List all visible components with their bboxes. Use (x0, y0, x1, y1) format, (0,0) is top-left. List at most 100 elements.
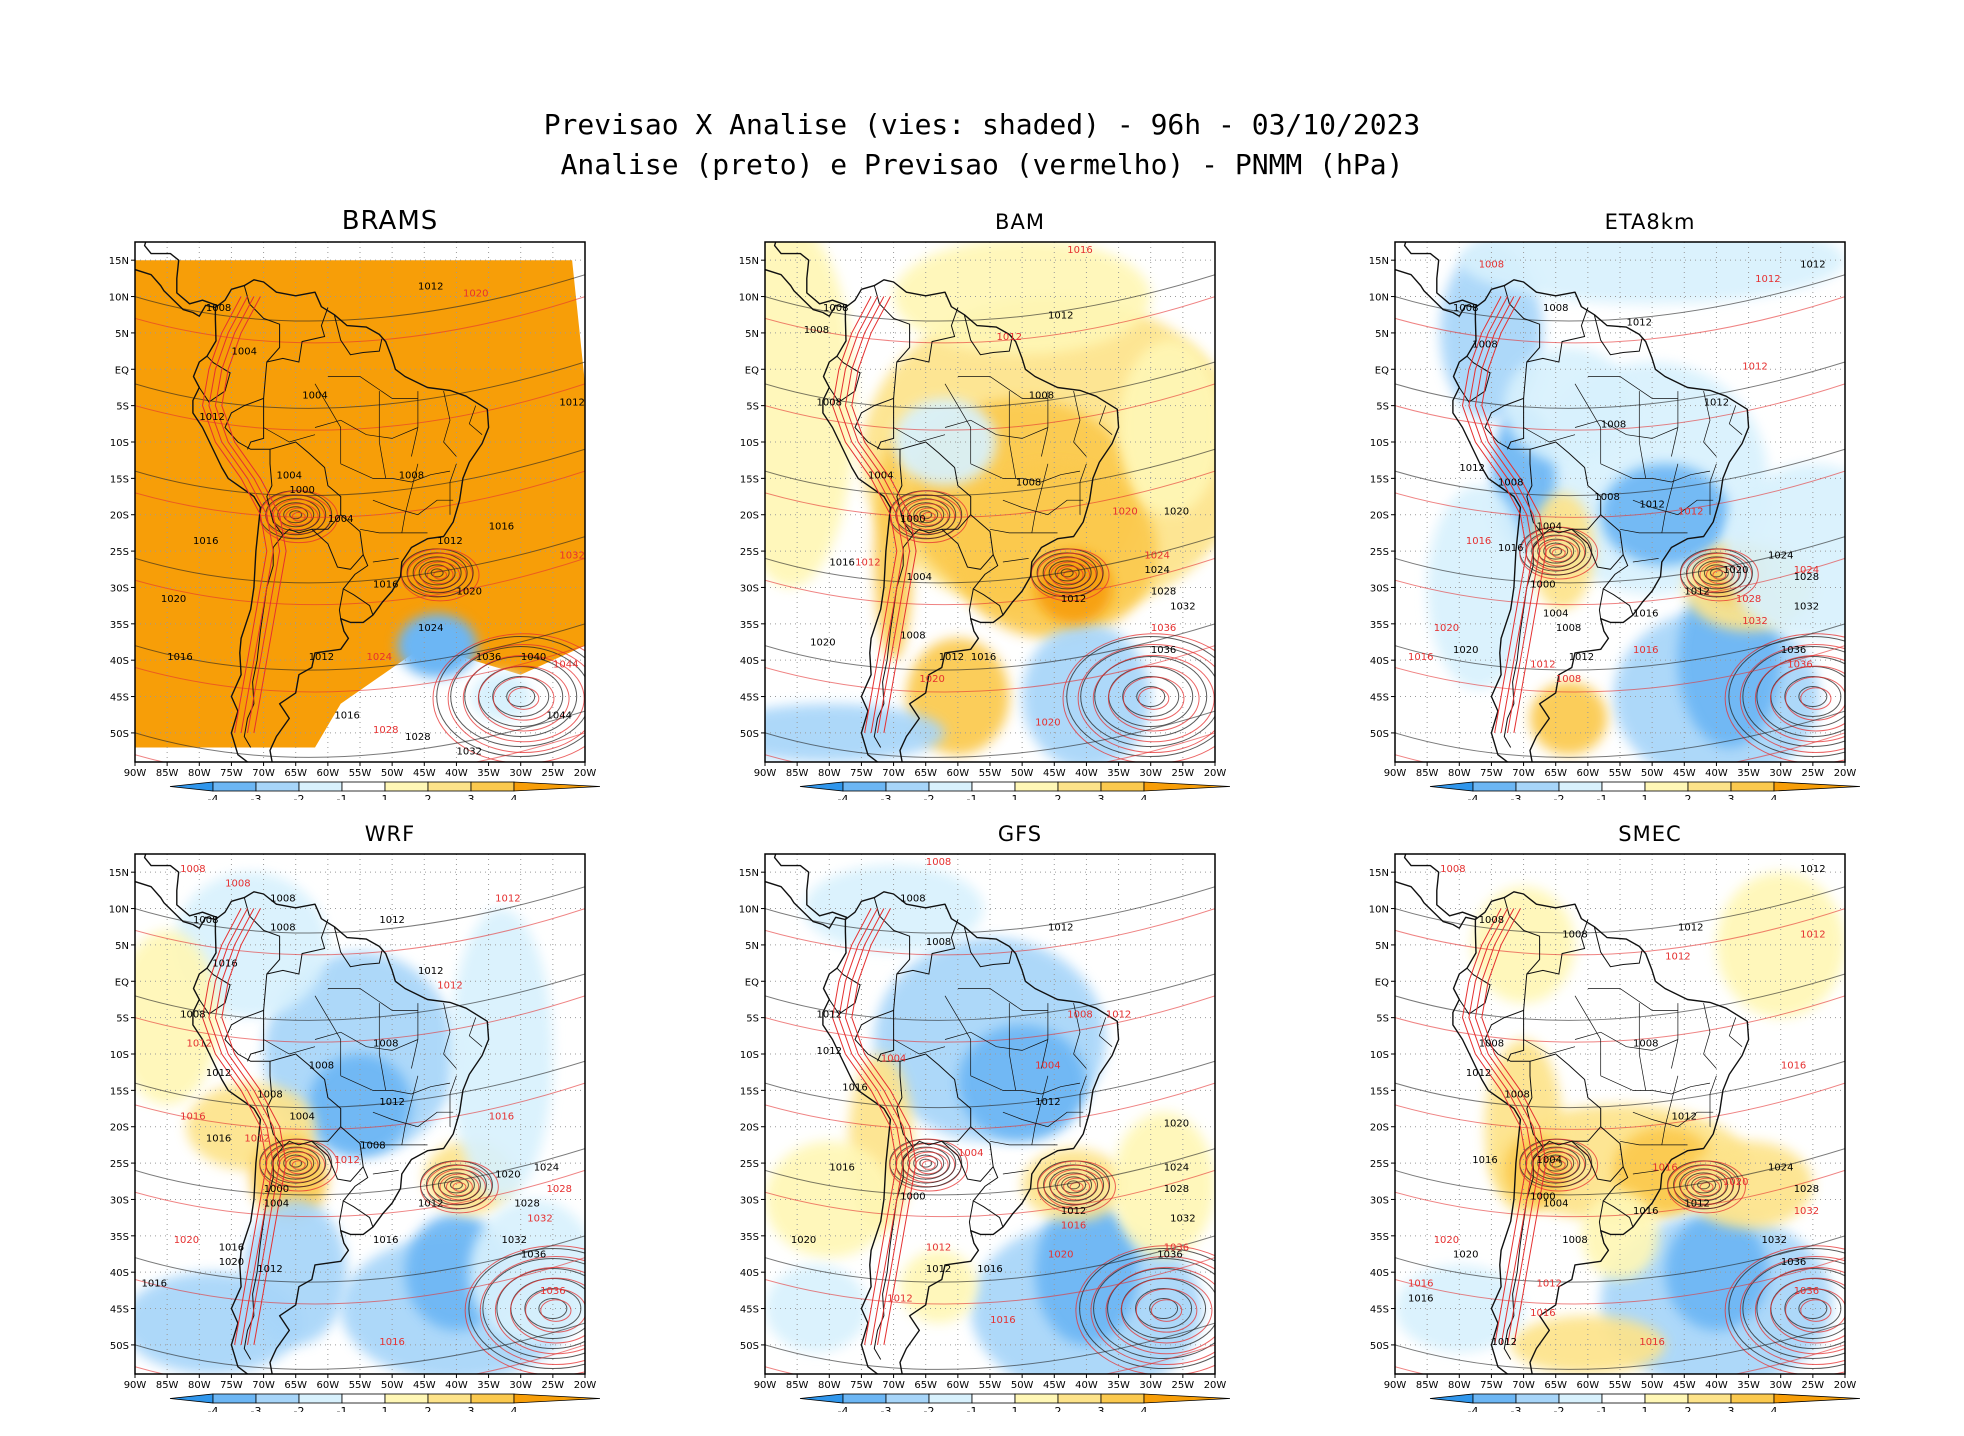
isobar-label: 1016 (212, 959, 237, 970)
isobar-label: 1008 (1016, 478, 1041, 489)
state-border (1031, 463, 1049, 533)
colorbar-swatch (1730, 781, 1775, 792)
lon-tick-label: 45W (1673, 1380, 1696, 1391)
bias-blob (1530, 682, 1608, 755)
analysis-isobar (1395, 274, 1845, 322)
colorbar-label: -2 (924, 793, 935, 800)
lat-tick-label: 15S (110, 474, 129, 485)
isobar-labels: 1016 1008 1008 1012 1012 1008 1008 1004 1000 1008… (804, 245, 1196, 729)
colorbar-swatch (842, 1393, 887, 1404)
forecast-isobar (426, 565, 454, 585)
borders (198, 897, 483, 1360)
forecast-isobar (1712, 570, 1727, 580)
country-border (877, 1010, 895, 1062)
lon-tick-label: 30W (1139, 1380, 1162, 1391)
forecast-isobar (831, 908, 898, 1345)
state-border (1574, 995, 1602, 1076)
isobar-label: 1012 (379, 1097, 404, 1108)
state-border (1619, 1140, 1688, 1146)
isobar-label: 1016 (167, 652, 192, 663)
forecast-isobar (1724, 633, 1845, 762)
lat-tick-label: 10S (1370, 1050, 1389, 1061)
forecast-isobar (1519, 526, 1599, 580)
analysis-isobar (1395, 536, 1845, 584)
isobar-label: 1012 (1035, 1097, 1060, 1108)
country-border (1507, 1010, 1525, 1062)
isobar-label: 1028 (1794, 572, 1819, 583)
analysis-isobar (135, 1322, 585, 1370)
lon-tick-label: 60W (1577, 1380, 1600, 1391)
analysis-isobar (1549, 1158, 1563, 1168)
isobar-label: 1020 (1453, 1250, 1478, 1261)
analysis-isobar (135, 536, 585, 584)
forecast-isobar (1075, 1245, 1215, 1374)
colorbar-swatch (298, 781, 343, 792)
colorbar: -4 -3 -2 -1 1 2 3 4 (799, 1393, 1231, 1412)
lat-tick-label: 35S (110, 1232, 129, 1243)
isobar-label: 1004 (1537, 521, 1562, 532)
analysis-isobar (765, 1235, 1215, 1283)
isobar-label: 1004 (289, 1111, 314, 1122)
isobar-label: 1012 (437, 536, 462, 547)
isobar-label: 1012 (817, 1046, 842, 1057)
colorbar-label: -2 (1554, 793, 1565, 800)
coastline-central-america (1395, 242, 1478, 317)
isobar-label: 1008 (1479, 915, 1504, 926)
country-border (899, 441, 972, 536)
lon-tick-label: 20W (1204, 768, 1227, 779)
isobar-label: 1004 (302, 390, 327, 401)
coastlines (765, 854, 1120, 1374)
forecast-isobar (1395, 1082, 1845, 1130)
analysis-isobar (1055, 1172, 1093, 1198)
country-border (266, 919, 329, 975)
lon-tick-label: 80W (188, 768, 211, 779)
forecast-isobar (1107, 665, 1200, 732)
analysis-isobar (1079, 1248, 1215, 1370)
isobar-label: 1000 (900, 514, 925, 525)
isobar-label: 1016 (977, 1264, 1002, 1275)
colorbar-label: 1 (1642, 1405, 1649, 1412)
country-border (1529, 441, 1602, 536)
isobar-label: 1016 (489, 521, 514, 532)
state-border (314, 995, 342, 1076)
colorbar-label: 3 (1728, 793, 1735, 800)
state-border (1619, 528, 1688, 534)
country-border (338, 588, 344, 619)
isobar-label: 1016 (1498, 543, 1523, 554)
map-area (1395, 242, 1845, 762)
colorbar-swatch (212, 1393, 257, 1404)
forecast-isobar (1395, 557, 1845, 606)
isobar-label: 1024 (1144, 550, 1169, 561)
colorbar-label: 1 (382, 793, 389, 800)
lat-tick-label: 50S (110, 1341, 129, 1352)
isobar-label: 1020 (1164, 507, 1189, 518)
isobar-label: 1032 (559, 550, 584, 561)
isobar-label: 1020 (1723, 565, 1748, 576)
isobar-label: 1016 (334, 710, 359, 721)
axes: 15N 10N 5N EQ 5S 10S 15S 20S 25S 30S 35S 40S 45S 50S 9… (1369, 868, 1857, 1391)
colorbar: -4 -3 -2 -1 1 2 3 4 (1429, 1393, 1861, 1412)
lon-tick-label: 25W (1172, 768, 1195, 779)
isobars (765, 886, 1215, 1374)
colorbar-label: -2 (1554, 1405, 1565, 1412)
bias-blob (957, 1024, 1087, 1142)
colorbar-label: -2 (294, 793, 305, 800)
state-border (1709, 1075, 1717, 1127)
isobar-label: 1016 (1652, 1162, 1677, 1173)
colorbar-swatch (384, 781, 429, 792)
lon-tick-label: 75W (850, 768, 873, 779)
forecast-isobar (1063, 1177, 1091, 1197)
colorbar-arrow-low (169, 1393, 214, 1404)
state-border (443, 1003, 457, 1069)
lat-tick-label: 30S (740, 583, 759, 594)
forecast-isobar (433, 570, 448, 580)
analysis-isobar (1703, 564, 1729, 582)
isobar-label: 1024 (1768, 550, 1793, 561)
analysis-isobar (1742, 646, 1845, 748)
colorbar-swatch (971, 781, 1016, 792)
state-border (1574, 383, 1602, 464)
isobar-label: 1008 (270, 893, 295, 904)
colorbar-swatch (1687, 781, 1732, 792)
forecast-isobar (291, 1160, 306, 1170)
